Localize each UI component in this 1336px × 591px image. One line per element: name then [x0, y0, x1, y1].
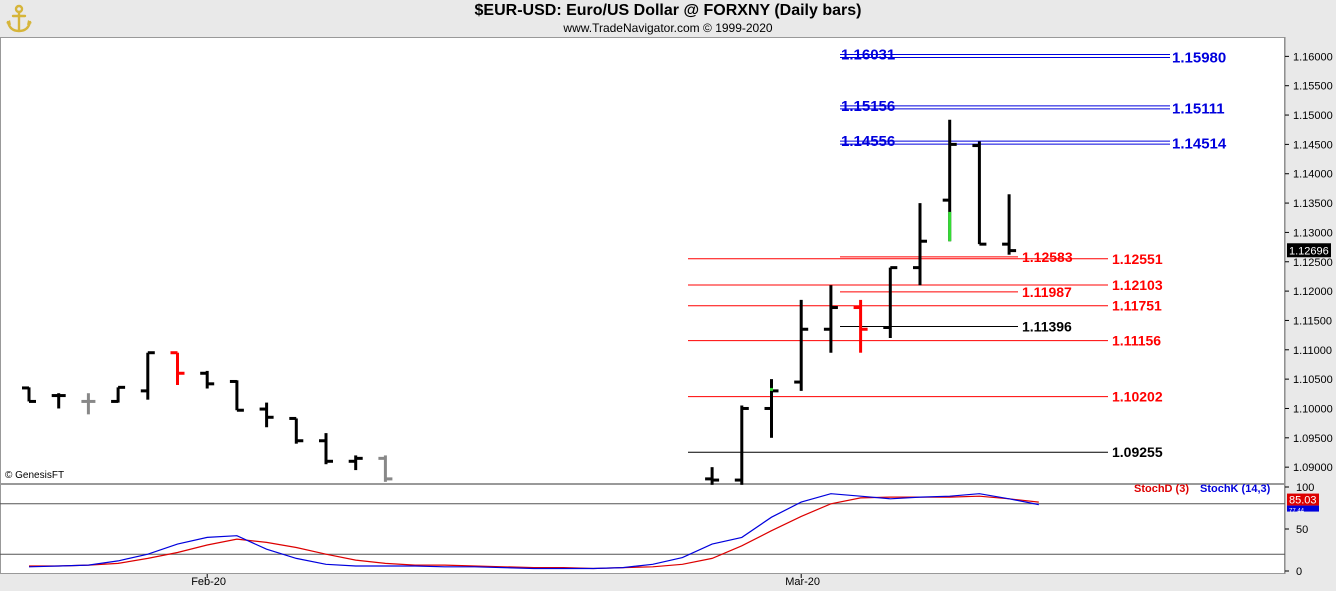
price-y-tick-label: 1.12000	[1293, 286, 1333, 298]
annotation-label: 1.11156	[1112, 333, 1161, 349]
last-price-label: 1.12696	[1289, 245, 1329, 257]
annotation-label: 1.09255	[1112, 444, 1163, 460]
price-y-tick-label: 1.09500	[1293, 433, 1333, 445]
stochd-value-label: 85.03	[1289, 495, 1317, 507]
annotation-label: 1.10202	[1112, 389, 1163, 405]
price-y-tick-label: 1.11000	[1293, 345, 1332, 357]
price-y-tick-label: 1.12500	[1293, 257, 1333, 269]
y-axis-strip	[1285, 37, 1336, 574]
price-y-tick-label: 1.14500	[1293, 139, 1333, 151]
annotation-label: 1.14556	[841, 133, 895, 150]
price-y-tick-label: 1.14000	[1293, 169, 1333, 181]
x-axis-strip	[0, 574, 1336, 591]
price-y-tick-label: 1.13000	[1293, 227, 1333, 239]
annotation-label: 1.16031	[841, 47, 895, 64]
stoch-y-tick-label: 50	[1296, 524, 1308, 536]
stoch-series-line	[29, 495, 1039, 570]
annotation-label: 1.11751	[1112, 298, 1162, 314]
anchor-logo-icon	[6, 4, 32, 33]
price-y-tick-label: 1.11500	[1293, 315, 1332, 327]
x-axis-label: Feb-20	[191, 576, 226, 588]
annotation-label: 1.11396	[1022, 319, 1072, 335]
annotation-label: 1.12103	[1112, 277, 1163, 293]
x-axis-label: Mar-20	[785, 576, 820, 588]
stochk-value-badge	[1287, 505, 1319, 512]
stochd-value-badge	[1287, 493, 1319, 506]
price-y-tick-label: 1.09000	[1293, 462, 1333, 474]
copyright-label: © GenesisFT	[5, 470, 64, 481]
annotation-label: 1.15111	[1172, 101, 1225, 118]
stoch-series-line	[28, 493, 1039, 570]
price-y-tick-label: 1.10500	[1293, 374, 1333, 386]
stoch-legend-entry: StochD (3)	[1134, 483, 1189, 495]
annotation-label: 1.15156	[841, 98, 895, 115]
stoch-y-tick-label: 100	[1296, 482, 1314, 494]
price-y-tick-label: 1.15000	[1293, 110, 1333, 122]
price-y-tick-label: 1.16000	[1293, 51, 1333, 63]
annotation-label: 1.11987	[1022, 284, 1072, 300]
annotation-label: 1.12583	[1022, 249, 1073, 265]
page-subtitle: www.TradeNavigator.com © 1999-2020	[563, 21, 773, 35]
annotation-label: 1.15980	[1172, 50, 1226, 67]
price-y-tick-label: 1.15500	[1293, 81, 1333, 93]
price-y-tick-label: 1.13500	[1293, 198, 1333, 210]
stoch-y-tick-label: 0	[1296, 566, 1302, 578]
last-price-badge	[1287, 243, 1331, 258]
stochk-value-label: 77.44	[1289, 509, 1305, 515]
stoch-panel-border	[0, 484, 1285, 574]
stoch-legend-entry: StochK (14,3)	[1200, 483, 1271, 495]
annotation-label: 1.12551	[1112, 251, 1163, 267]
page-title: $EUR-USD: Euro/US Dollar @ FORXNY (Daily…	[474, 2, 862, 19]
annotation-label: 1.14514	[1172, 136, 1227, 153]
chart-header	[0, 0, 1336, 37]
price-panel-border	[0, 37, 1285, 484]
price-y-tick-label: 1.10000	[1293, 403, 1333, 415]
